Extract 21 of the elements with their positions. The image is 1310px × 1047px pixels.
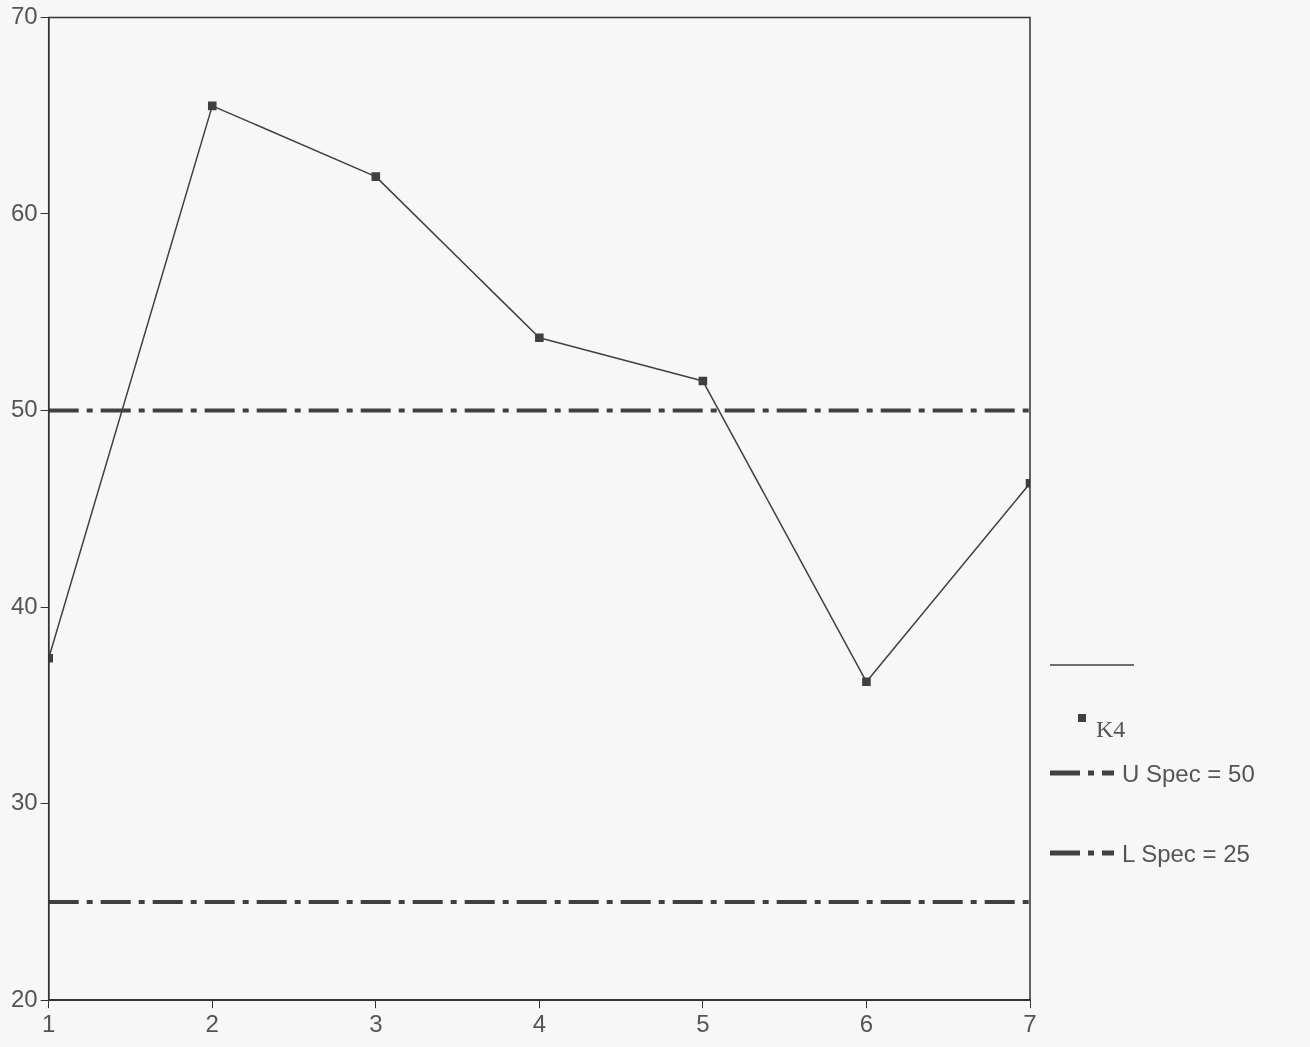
x-tick-label: 5 (696, 1010, 710, 1038)
y-tick-label: 70 (10, 2, 38, 30)
point (371, 172, 381, 181)
x-tick-label: 2 (205, 1010, 219, 1038)
y-tick-label: 30 (10, 788, 38, 816)
y-tick-label: 60 (10, 198, 38, 226)
point (698, 376, 708, 386)
x-tick-label: 7 (1023, 1010, 1037, 1038)
x-tick-label: 4 (532, 1010, 547, 1038)
legend-label: K4 (1096, 716, 1126, 743)
legend-label: U Spec = 50 (1122, 760, 1255, 788)
point (535, 333, 544, 343)
y-tick-label: 50 (10, 395, 38, 423)
point (207, 101, 217, 111)
legend-label: L Spec = 25 (1122, 840, 1250, 868)
x-tick-label: 1 (42, 1010, 56, 1038)
y-tick-label: 20 (10, 984, 38, 1012)
x-tick-label: 3 (369, 1010, 383, 1038)
x-tick-label: 6 (859, 1010, 874, 1038)
y-tick-label: 40 (10, 591, 38, 619)
point (862, 677, 871, 687)
